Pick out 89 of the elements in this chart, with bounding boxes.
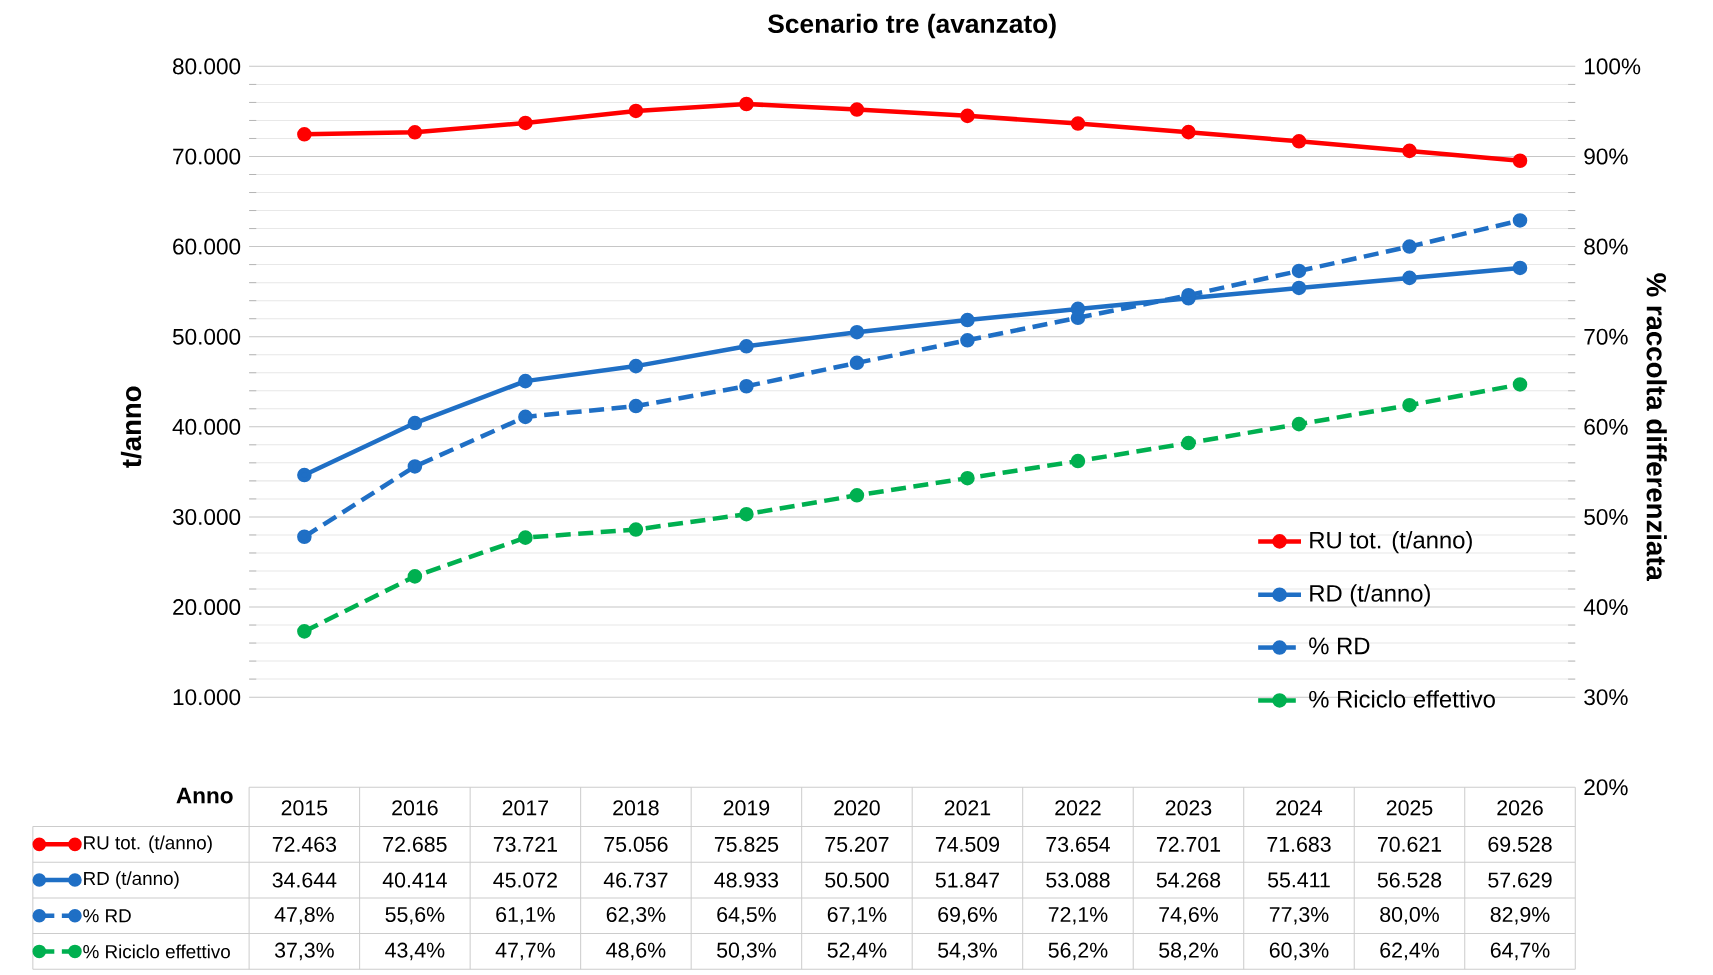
data-label: 47,7% (495, 942, 555, 961)
y-tick-label: 50.000 (172, 328, 241, 345)
y-tick-label: 20.000 (173, 599, 241, 616)
text: % RD (83, 909, 131, 923)
y2-tick-label: 100% (1585, 58, 1641, 75)
x-tick-label: 2024 (1276, 800, 1323, 816)
text: RD (t/anno) (84, 871, 179, 889)
data-label: 54.268 (1156, 872, 1221, 888)
data-label: 62,3% (606, 906, 666, 925)
data-label: 43,4% (385, 942, 445, 961)
data-label: 34.644 (272, 872, 337, 888)
data-label: 48.933 (714, 872, 779, 888)
y-axis-title: t/anno (120, 386, 142, 468)
data-label: 82,9% (1490, 906, 1550, 925)
data-label: 45.072 (493, 872, 557, 888)
data-label: 40.414 (382, 872, 447, 888)
x-tick-label: 2018 (613, 800, 659, 816)
y2-tick-label: 70% (1584, 328, 1628, 345)
chart-title: Scenario tre (avanzato) (768, 13, 1056, 39)
data-label: 51.847 (935, 872, 999, 888)
data-label: 72.463 (272, 836, 337, 852)
legend-label: RU tot. (t/anno) (1310, 531, 1472, 554)
data-label: 69,6% (938, 906, 997, 925)
y-tick-label: 60.000 (173, 238, 241, 255)
data-label: 47,8% (274, 906, 334, 925)
data-label: 64,5% (717, 906, 776, 925)
x-tick-label: 2022 (1055, 800, 1101, 816)
data-label: 71.683 (1267, 836, 1331, 852)
text: RU tot. (t/anno) (84, 835, 212, 854)
data-label: 67,1% (827, 906, 887, 925)
y2-axis-title: % raccolta differenziata (1646, 273, 1667, 582)
x-tick-label: 2016 (392, 800, 438, 816)
x-tick-label: 2020 (834, 800, 880, 816)
data-label: 52,4% (827, 942, 887, 961)
x-tick-label: 2025 (1386, 800, 1433, 816)
y2-tick-label: 30% (1584, 689, 1628, 706)
y-tick-label: 10.000 (173, 689, 241, 706)
data-label: 56.528 (1377, 872, 1442, 888)
data-label: 69.528 (1488, 836, 1552, 852)
y-tick-label: 30.000 (172, 508, 241, 525)
data-label: 70.621 (1377, 836, 1442, 852)
data-label: 60,3% (1269, 942, 1329, 961)
data-label: 55,6% (385, 906, 445, 925)
legend-label: RD (t/anno) (1310, 584, 1430, 607)
data-label: 72.685 (383, 836, 447, 852)
data-label: 37,3% (274, 942, 334, 961)
x-tick-label: 2026 (1497, 800, 1543, 816)
data-label: 50,3% (717, 942, 776, 961)
y-tick-label: 70.000 (173, 148, 241, 165)
data-label: 77,3% (1269, 906, 1329, 925)
x-axis-title: Anno (176, 787, 233, 804)
text: % Riciclo effettivo (83, 944, 230, 959)
data-label: 74.509 (935, 836, 1000, 852)
x-tick-label: 2019 (723, 800, 770, 816)
data-label: 48,6% (606, 942, 666, 961)
y-tick-label: 80.000 (173, 58, 241, 75)
data-label: 73.721 (493, 836, 557, 852)
data-label: 72.701 (1156, 836, 1221, 852)
y-tick-label: 40.000 (172, 418, 241, 435)
x-tick-label: 2017 (502, 800, 549, 816)
x-tick-label: 2021 (944, 800, 991, 816)
data-label: 53.088 (1046, 872, 1110, 888)
data-label: 72,1% (1048, 906, 1108, 925)
data-label: 73.654 (1046, 836, 1110, 852)
legend-label: % RD (1309, 637, 1370, 655)
data-label: 75.825 (714, 836, 779, 852)
data-label: 75.207 (825, 836, 889, 852)
y2-tick-label: 50% (1584, 508, 1628, 525)
legend-label: % Riciclo effettivo (1309, 690, 1495, 708)
data-label: 56,2% (1048, 942, 1108, 961)
data-label: 75.056 (604, 836, 668, 852)
data-label: 55.411 (1268, 872, 1330, 888)
data-label: 61,1% (496, 906, 555, 925)
data-label: 57.629 (1488, 872, 1552, 888)
data-label: 54,3% (938, 942, 997, 961)
data-label: 58,2% (1159, 942, 1218, 961)
data-label: 50.500 (825, 872, 889, 888)
data-label: 74,6% (1159, 906, 1218, 925)
y2-tick-label: 20% (1584, 779, 1628, 796)
x-tick-label: 2023 (1165, 800, 1212, 816)
y2-tick-label: 60% (1584, 418, 1628, 435)
data-label: 62,4% (1380, 942, 1439, 961)
data-label: 80,0% (1380, 906, 1439, 925)
data-label: 64,7% (1490, 942, 1550, 961)
x-tick-label: 2015 (281, 800, 328, 816)
y2-tick-label: 40% (1583, 599, 1628, 616)
y2-tick-label: 90% (1584, 148, 1628, 165)
data-label: 46.737 (603, 872, 668, 888)
y2-tick-label: 80% (1584, 238, 1628, 255)
